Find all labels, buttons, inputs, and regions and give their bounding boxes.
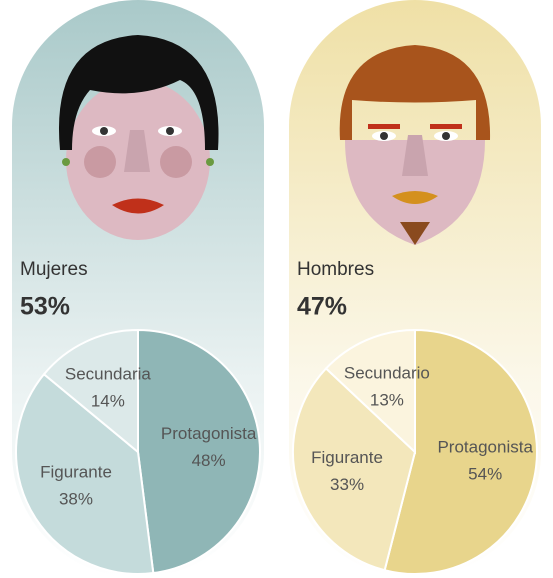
slice-value: 14% (91, 391, 125, 410)
slice-label: Protagonista (161, 424, 257, 443)
slice-label: Secundaria (65, 364, 152, 383)
slice-label: Secundario (344, 364, 430, 383)
slice-value: 33% (330, 475, 364, 494)
pie-slice (137, 328, 261, 575)
slice-label: Figurante (40, 463, 112, 482)
slice-label: Figurante (311, 448, 383, 467)
pie-slice (324, 328, 416, 455)
total-share: 47% (297, 293, 347, 321)
chart-title: Mujeres (20, 259, 88, 280)
slice-value: 38% (59, 490, 93, 509)
slice-value: 54% (468, 464, 502, 483)
pie-slice (42, 328, 139, 455)
chart-title: Hombres (297, 259, 374, 280)
total-share: 53% (20, 293, 70, 321)
slice-value: 13% (370, 391, 404, 410)
slice-value: 48% (192, 451, 226, 470)
male-face (339, 45, 491, 245)
pie-slice (15, 372, 155, 575)
slice-label: Protagonista (437, 437, 533, 456)
pie-slice (292, 367, 417, 572)
pie-slice (383, 328, 538, 575)
female-face (58, 35, 219, 240)
